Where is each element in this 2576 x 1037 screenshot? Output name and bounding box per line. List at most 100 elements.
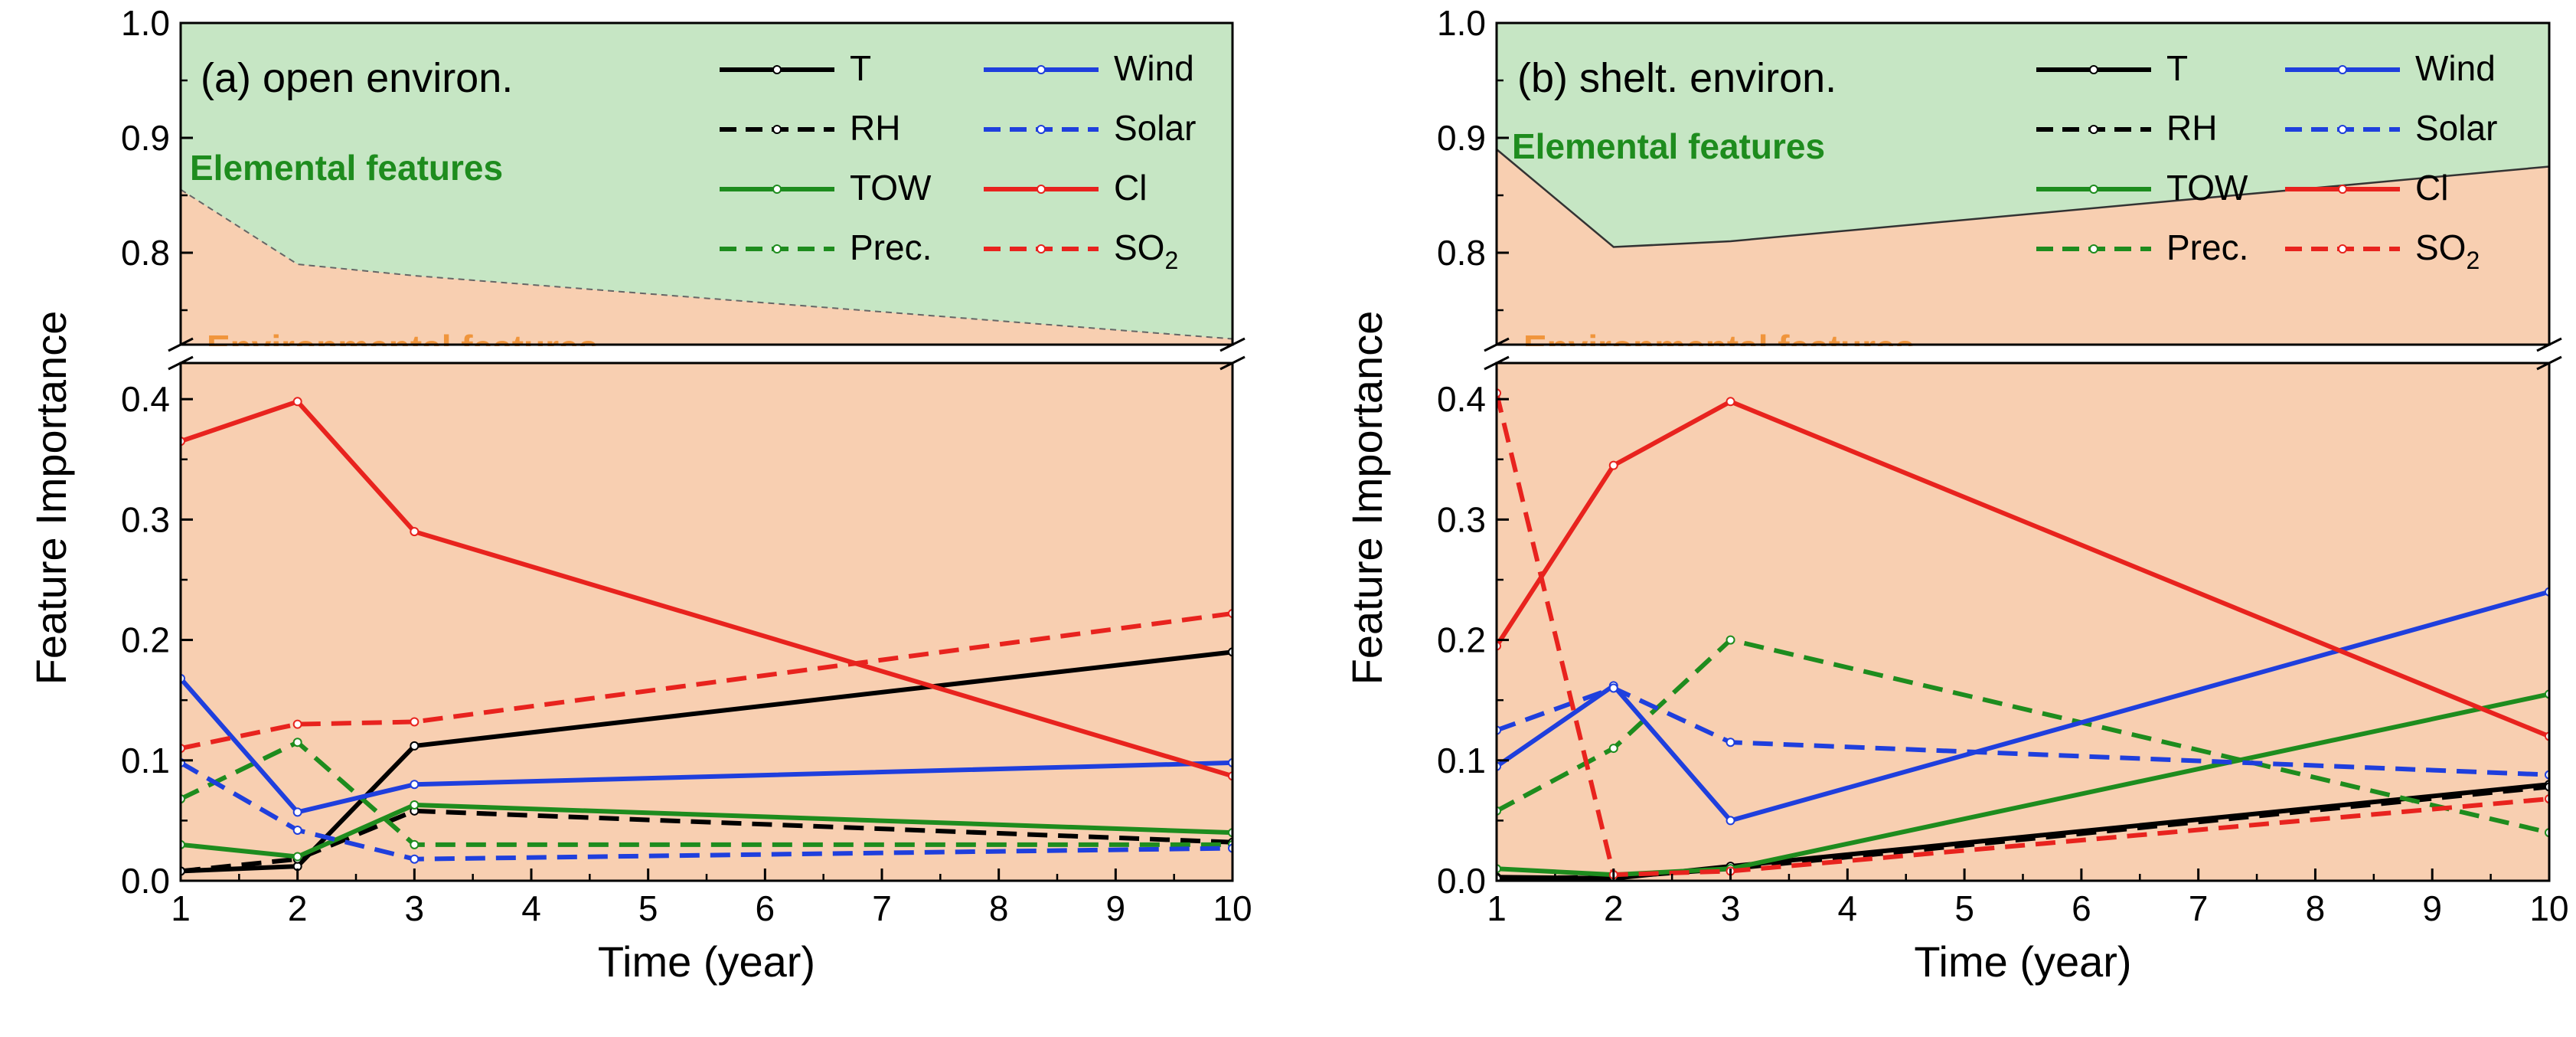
axis-break-mark-right <box>2536 355 2562 371</box>
data-point-prec <box>1608 744 1618 754</box>
y-tick-label: 1.0 <box>121 3 170 43</box>
x-tick-label: 4 <box>1838 888 1858 928</box>
elemental-region <box>1497 23 2549 247</box>
x-tick-label: 4 <box>521 888 541 928</box>
y-tick-label: 0.0 <box>121 861 170 901</box>
legend-marker <box>772 125 782 134</box>
legend-label-text: T <box>850 48 871 88</box>
x-tick-label: 7 <box>872 888 892 928</box>
series-group <box>181 397 1232 876</box>
legend-item-cl: Cl <box>984 168 1147 208</box>
y-tick-label: 0.1 <box>121 741 170 780</box>
legend-label-text: Solar <box>1114 108 1196 148</box>
legend-label: RH <box>850 108 900 148</box>
x-tick-label: 8 <box>2306 888 2326 928</box>
legend-label-subscript: 2 <box>1164 247 1178 274</box>
y-tick-label: 0.4 <box>1437 379 1486 419</box>
legend-item-prec: Prec. <box>2036 227 2248 267</box>
legend-label-text: RH <box>850 108 900 148</box>
legend-label-text: Wind <box>2415 48 2496 88</box>
legend-label: Prec. <box>2166 227 2248 267</box>
series-line-tow <box>181 802 1232 859</box>
data-point-prec <box>410 839 420 849</box>
legend-marker <box>1037 65 1046 74</box>
series-group <box>1497 388 2549 881</box>
axis-break-mark-left <box>1484 337 1510 352</box>
legend-item-cl: Cl <box>2285 168 2448 208</box>
data-point-solar <box>292 825 302 835</box>
data-point-wind <box>292 807 302 817</box>
x-tick-label: 10 <box>1213 888 1252 928</box>
series-line-t <box>181 649 1232 874</box>
series-line-cl <box>1497 399 2549 739</box>
y-tick-label: 0.2 <box>121 620 170 660</box>
legend-marker <box>772 244 782 254</box>
legend-item-so: SO2 <box>2285 227 2480 274</box>
legend-item-t: T <box>2036 48 2188 88</box>
series-line-prec <box>181 740 1232 847</box>
data-point-prec <box>292 738 302 747</box>
legend-label-text: Solar <box>2415 108 2497 148</box>
legend-label: Wind <box>2415 48 2496 88</box>
data-point-solar <box>1725 738 1735 747</box>
y-tick-label: 0.9 <box>121 118 170 158</box>
series-line-wind <box>181 676 1232 815</box>
legend-item-rh: RH <box>2036 108 2217 148</box>
axis-break-band <box>179 346 1234 361</box>
elemental-features-label: Elemental features <box>1512 126 1825 166</box>
x-tick-label: 2 <box>288 888 308 928</box>
legend-item-t: T <box>720 48 871 88</box>
elemental-features-label: Elemental features <box>190 148 503 188</box>
x-tick-label: 3 <box>405 888 425 928</box>
legend-label-text: RH <box>2166 108 2217 148</box>
legend-marker <box>2089 125 2098 134</box>
axis-break-mark-right <box>2536 337 2562 352</box>
legend-label: T <box>850 48 871 88</box>
upper-axes-frame <box>179 21 1234 346</box>
x-axis-title: Time (year) <box>1914 937 2131 986</box>
legend-label-text: Cl <box>1114 168 1147 208</box>
region-boundary-line <box>180 188 1233 340</box>
legend-marker <box>2089 65 2098 74</box>
legend-label-text: Prec. <box>850 227 932 267</box>
legend: T RH TOW Prec. Wind Solar Cl SO2 <box>2036 48 2497 274</box>
x-tick-label: 2 <box>1604 888 1624 928</box>
y-tick-label: 0.9 <box>1437 118 1486 158</box>
legend-label: T <box>2166 48 2188 88</box>
x-tick-label: 6 <box>756 888 775 928</box>
axis-break-mark-right <box>1219 337 1246 352</box>
y-tick-label: 0.1 <box>1437 741 1486 780</box>
axis-break-band <box>1495 346 2551 361</box>
region-boundary-line <box>1496 149 2550 248</box>
legend-marker <box>1037 244 1046 254</box>
y-tick-label: 0.4 <box>121 379 170 419</box>
legend-label: RH <box>2166 108 2217 148</box>
axis-break-mark-left <box>168 337 194 352</box>
legend-label: Cl <box>1114 168 1147 208</box>
x-tick-label: 10 <box>2529 888 2568 928</box>
x-tick-label: 1 <box>171 888 191 928</box>
panel-title: (a) open environ. <box>201 55 513 101</box>
y-tick-label: 0.8 <box>121 233 170 273</box>
elemental-region <box>181 23 1232 339</box>
series-line-solar <box>181 761 1232 862</box>
y-axis-title: Feature Importance <box>27 311 75 685</box>
series-line-rh <box>1497 784 2549 881</box>
y-tick-label: 1.0 <box>1437 3 1486 43</box>
x-axis-title: Time (year) <box>598 937 815 986</box>
data-point-cl <box>292 397 302 407</box>
legend-item-solar: Solar <box>984 108 1196 148</box>
data-point-wind <box>1725 816 1735 826</box>
x-tick-label: 3 <box>1721 888 1741 928</box>
environmental-region-lower <box>1497 363 2549 881</box>
axis-break-mark-left <box>168 355 194 371</box>
y-tick-label: 0.3 <box>121 499 170 539</box>
legend-item-tow: TOW <box>720 168 932 208</box>
x-tick-label: 5 <box>1954 888 1974 928</box>
legend-item-tow: TOW <box>2036 168 2248 208</box>
panel-b: Elemental featuresEnvironmental features… <box>1343 3 2569 986</box>
y-tick-label: 0.8 <box>1437 233 1486 273</box>
legend-item-wind: Wind <box>984 48 1194 88</box>
legend-item-so: SO2 <box>984 227 1178 274</box>
data-point-wind <box>410 780 420 790</box>
